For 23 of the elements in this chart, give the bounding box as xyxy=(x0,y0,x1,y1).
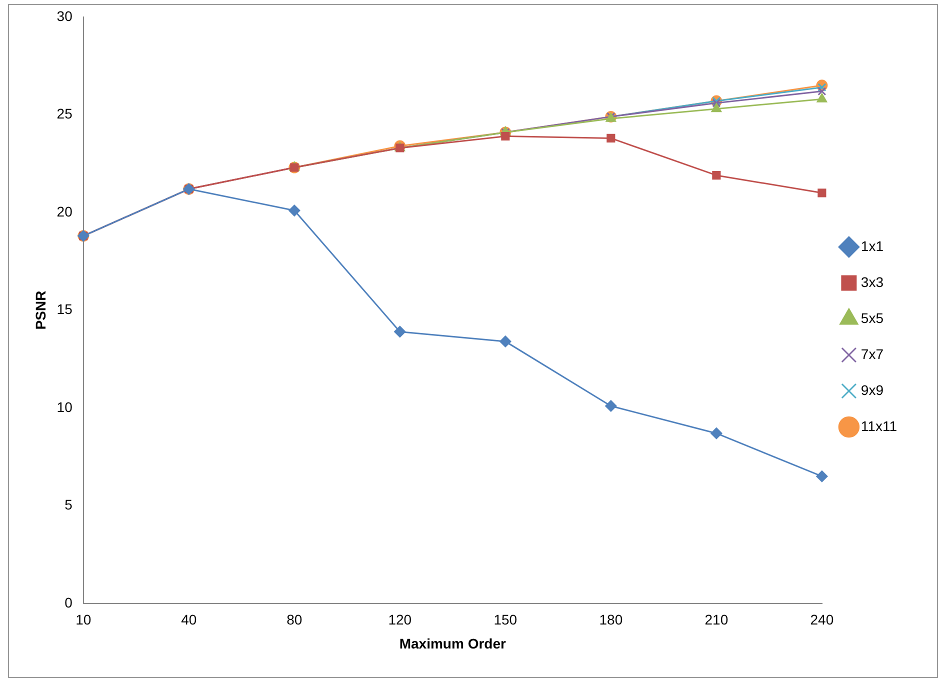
y-tick-label: 10 xyxy=(56,398,73,415)
y-axis-title: PSNR xyxy=(32,290,48,330)
legend-label: 11x11 xyxy=(860,418,898,434)
x-tick-label: 120 xyxy=(388,612,412,628)
x-tick-label: 210 xyxy=(704,612,728,628)
x-tick-label: 150 xyxy=(494,612,518,628)
x-tick-label: 10 xyxy=(76,612,92,628)
y-tick-label: 0 xyxy=(64,594,73,610)
legend-label: 9x9 xyxy=(860,382,884,398)
x-tick-label: 40 xyxy=(181,612,197,628)
x-tick-label: 240 xyxy=(810,612,834,628)
legend-label: 5x5 xyxy=(860,310,884,326)
y-tick-label: 20 xyxy=(56,203,73,220)
y-tick-label: 15 xyxy=(56,301,73,318)
x-tick-label: 80 xyxy=(286,612,302,628)
legend-label: 7x7 xyxy=(860,346,884,362)
y-tick-label: 25 xyxy=(56,106,73,122)
legend-label: 3x3 xyxy=(860,274,884,290)
x-axis-title: Maximum Order xyxy=(399,635,506,652)
y-tick-label: 5 xyxy=(64,496,73,513)
x-tick-label: 180 xyxy=(599,612,623,628)
y-tick-label: 30 xyxy=(56,8,73,24)
legend-label: 1x1 xyxy=(860,238,884,254)
